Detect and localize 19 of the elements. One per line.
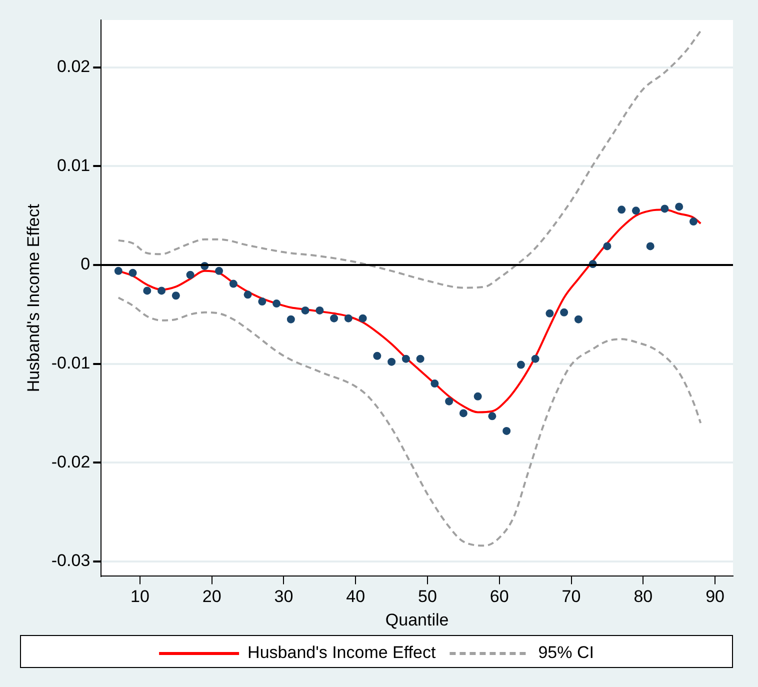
x-tick-label: 20 (202, 587, 222, 606)
y-tick-label: -0.03 (51, 551, 90, 570)
x-tick-label: 70 (562, 587, 581, 606)
y-tick-label: -0.01 (51, 353, 90, 372)
x-tick-label: 30 (274, 587, 294, 606)
x-tick-label: 60 (490, 587, 509, 606)
legend-label: 95% CI (538, 643, 594, 662)
y-tick-label: 0.01 (57, 156, 90, 175)
x-tick-label: 80 (634, 587, 653, 606)
y-tick-label: 0 (80, 254, 90, 274)
x-tick-label: 40 (346, 587, 366, 606)
legend-label: Husband's Income Effect (248, 643, 436, 662)
x-tick-label: 90 (706, 587, 724, 606)
y-tick-label: 0.02 (57, 57, 90, 76)
x-tick-label: 50 (418, 587, 437, 606)
x-axis-title: Quantile (385, 610, 449, 630)
x-tick-label: 10 (130, 587, 150, 606)
y-tick-label: -0.02 (51, 452, 90, 472)
y-axis-title: Husband's Income Effect (24, 204, 43, 392)
